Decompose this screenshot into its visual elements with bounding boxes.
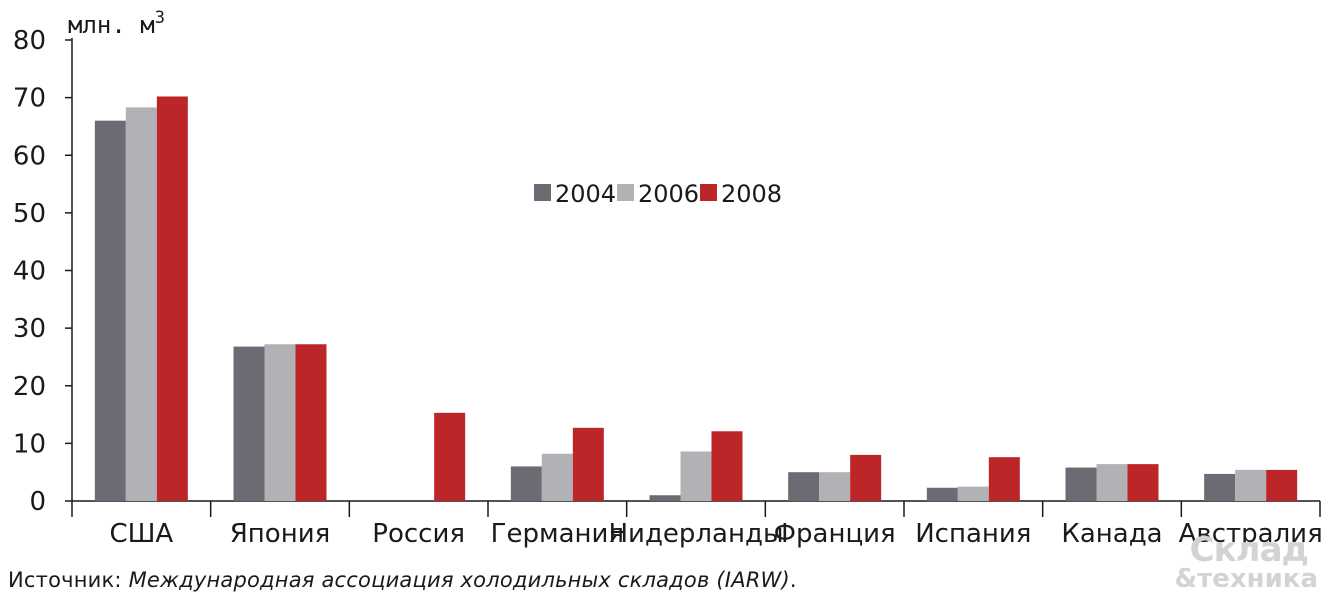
bar-2004-0 bbox=[94, 120, 126, 502]
x-tick-label: Франция bbox=[774, 519, 896, 549]
legend-swatch-2008 bbox=[700, 184, 717, 201]
category-labels: США Япония Россия ГерманияНидерландыФранция… bbox=[109, 519, 1322, 549]
unit-superscript: 3 bbox=[155, 8, 165, 28]
y-tick-label: 30 bbox=[13, 314, 46, 344]
y-unit-label: млн. м3 bbox=[68, 8, 165, 39]
bar-2008-3 bbox=[572, 427, 604, 501]
x-tick-label: Австралия bbox=[1179, 519, 1323, 549]
bar-2006-7 bbox=[1096, 464, 1128, 501]
bar-2004-7 bbox=[1065, 467, 1097, 501]
bar-2006-8 bbox=[1235, 469, 1267, 501]
bar-2004-3 bbox=[510, 466, 542, 501]
bar-2006-5 bbox=[819, 472, 851, 501]
source-text: Международная ассоциация холодильных скл… bbox=[128, 568, 790, 592]
logo-line2: &техника bbox=[1174, 564, 1318, 594]
x-axis bbox=[71, 500, 1321, 517]
y-tick-label: 40 bbox=[13, 257, 46, 287]
bar-2004-4 bbox=[649, 495, 681, 501]
x-tick-label: Нидерланды bbox=[609, 519, 784, 549]
bar-2008-2 bbox=[434, 412, 466, 501]
legend-swatch-2004 bbox=[534, 184, 551, 201]
legend-label-2008: 2008 bbox=[721, 180, 782, 208]
bar-2006-0 bbox=[125, 107, 157, 501]
bar-2008-4 bbox=[711, 431, 743, 501]
logo-line1: Склад bbox=[1189, 530, 1309, 570]
bar-2006-3 bbox=[541, 453, 573, 501]
y-axis: 0 10 20 30 40 50 60 70 80 bbox=[13, 26, 73, 517]
bar-2004-6 bbox=[926, 487, 958, 501]
bar-2008-0 bbox=[156, 96, 188, 501]
x-tick-label: Испания bbox=[915, 519, 1031, 549]
legend-swatch-2006 bbox=[617, 184, 634, 201]
legend-label-2006: 2006 bbox=[638, 180, 699, 208]
x-tick-label: Германия bbox=[491, 519, 624, 549]
x-tick-label: Россия bbox=[372, 519, 465, 549]
bar-2004-8 bbox=[1204, 473, 1236, 501]
x-tick-label: США bbox=[109, 519, 173, 549]
legend-label-2004: 2004 bbox=[555, 180, 616, 208]
y-tick-label: 60 bbox=[13, 141, 46, 171]
legend: 2004 2006 2008 bbox=[534, 180, 782, 208]
publisher-logo: Склад &техника bbox=[1128, 530, 1328, 598]
bar-2004-1 bbox=[233, 346, 265, 501]
source-note: Источник: Международная ассоциация холод… bbox=[8, 568, 797, 592]
source-suffix: . bbox=[789, 568, 797, 592]
bar-2008-1 bbox=[295, 344, 327, 501]
x-tick-label: Япония bbox=[230, 519, 331, 549]
source-prefix: Источник: bbox=[8, 568, 129, 592]
bar-2008-7 bbox=[1127, 464, 1159, 501]
y-tick-label: 70 bbox=[13, 84, 46, 114]
bar-2008-8 bbox=[1266, 469, 1298, 501]
bar-2006-4 bbox=[680, 451, 712, 501]
y-tick-label: 0 bbox=[29, 487, 46, 517]
y-tick-label: 80 bbox=[13, 26, 46, 56]
bar-2006-1 bbox=[264, 344, 296, 501]
bar-2008-6 bbox=[988, 457, 1020, 501]
y-tick-label: 20 bbox=[13, 372, 46, 402]
x-tick-label: Канада bbox=[1061, 519, 1162, 549]
y-tick-label: 10 bbox=[13, 429, 46, 459]
bar-2004-5 bbox=[788, 472, 820, 501]
bar-2008-5 bbox=[850, 454, 882, 501]
y-tick-label: 50 bbox=[13, 199, 46, 229]
bars bbox=[94, 96, 1298, 502]
bar-2006-6 bbox=[957, 486, 989, 501]
